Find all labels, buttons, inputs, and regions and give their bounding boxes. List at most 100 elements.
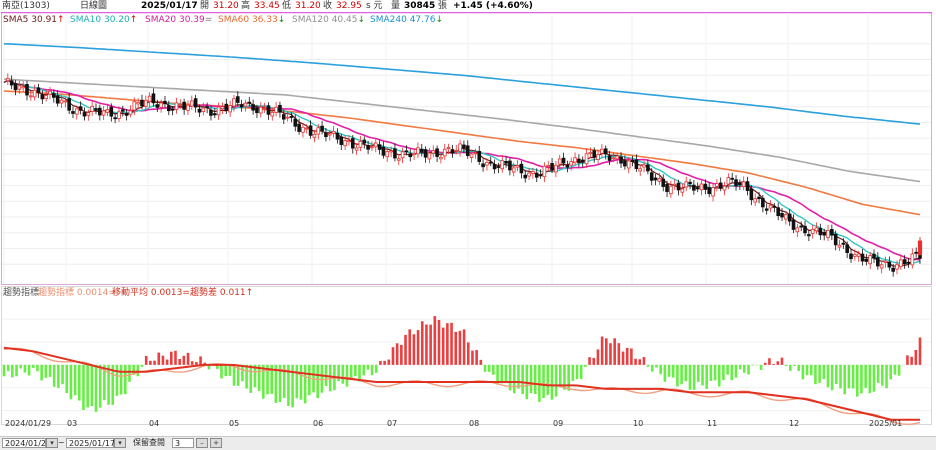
candle-body xyxy=(302,127,305,132)
zoom-out-button[interactable]: – xyxy=(196,438,208,448)
histogram-bar xyxy=(722,365,725,380)
histogram-bar xyxy=(442,328,445,365)
candle-body xyxy=(221,107,224,109)
histogram-bar xyxy=(36,365,39,371)
histogram-bar xyxy=(492,365,495,375)
candle-body xyxy=(137,102,140,104)
candle-body xyxy=(712,188,715,196)
candle-body xyxy=(194,99,197,107)
candle-body xyxy=(669,186,672,194)
histogram-bar xyxy=(802,365,805,379)
candle-body xyxy=(190,101,193,106)
legend-sma5: SMA5 30.91↑ xyxy=(3,15,65,25)
candle-body xyxy=(673,184,676,185)
candle-body xyxy=(282,115,285,120)
candle-body xyxy=(708,188,711,194)
x-axis-label: 08 xyxy=(469,419,479,427)
candle-body xyxy=(501,161,504,169)
histogram-bar xyxy=(730,365,733,380)
candle-body xyxy=(788,214,791,221)
candle-body xyxy=(731,178,734,179)
candle-body xyxy=(792,220,795,230)
histogram-bar xyxy=(304,365,307,404)
histogram-bar xyxy=(910,357,913,365)
start-date-field[interactable]: 2024/01/29 xyxy=(2,438,46,448)
histogram-bar xyxy=(530,365,533,393)
histogram-bar xyxy=(534,365,537,394)
candle-body xyxy=(880,265,883,268)
candle-body xyxy=(98,108,101,115)
candle-body xyxy=(45,96,48,99)
histogram-bar xyxy=(262,365,265,399)
indicator-legend: 趨勢指標 趨勢指標 0.0014= 移動平均 0.0013= 趨勢差 0.011… xyxy=(3,286,253,298)
histogram-bar xyxy=(153,361,156,365)
candle-body xyxy=(819,228,822,234)
candle-body xyxy=(554,165,557,172)
x-axis-label: 03 xyxy=(67,419,77,427)
histogram-bar xyxy=(191,361,194,365)
start-date-dropdown-button[interactable]: ▾ xyxy=(46,438,58,448)
candle-body xyxy=(198,109,201,112)
candle-body xyxy=(758,197,761,198)
candle-body xyxy=(535,173,538,177)
end-date-field[interactable]: 2025/01/17 xyxy=(66,438,114,448)
candle-body xyxy=(876,258,879,266)
histogram-bar xyxy=(797,365,800,371)
candle-body xyxy=(585,154,588,164)
low-value: 31.20 xyxy=(295,0,321,12)
candle-body xyxy=(382,147,385,155)
candle-body xyxy=(861,254,864,261)
histogram-bar xyxy=(877,365,880,383)
candle-body xyxy=(677,183,680,190)
histogram-bar xyxy=(772,364,775,365)
candle-body xyxy=(892,268,895,271)
high-label: 高 xyxy=(241,0,250,12)
histogram-bar xyxy=(781,358,784,365)
volume-unit: 張 xyxy=(438,0,447,12)
candle-body xyxy=(719,183,722,188)
candle-body xyxy=(267,106,270,115)
histogram-bar xyxy=(488,365,491,372)
candle-body xyxy=(681,189,684,192)
x-axis-label: 2025/01 xyxy=(869,419,902,427)
candle-body xyxy=(355,148,358,150)
histogram-bar xyxy=(199,356,202,364)
histogram-bar xyxy=(915,350,918,365)
candle-body xyxy=(313,134,316,137)
histogram-bar xyxy=(630,348,633,364)
histogram-bar xyxy=(425,324,428,364)
candle-body xyxy=(440,157,443,159)
histogram-bar xyxy=(651,365,654,372)
candle-body xyxy=(639,169,642,171)
stock-name: 南亞(1303) xyxy=(2,0,50,12)
candle-body xyxy=(336,133,339,139)
candle-body xyxy=(443,149,446,156)
legend-sma10: SMA10 30.20↑ xyxy=(70,15,137,25)
candle-body xyxy=(378,145,381,150)
end-date-dropdown-button[interactable]: ▾ xyxy=(114,438,126,448)
histogram-bar xyxy=(375,365,378,373)
chart-period: 日線圖 xyxy=(80,0,107,12)
histogram-bar xyxy=(710,365,713,381)
histogram-bar xyxy=(438,320,441,365)
candle-body xyxy=(865,259,868,261)
candle-body xyxy=(187,105,190,110)
histogram-bar xyxy=(597,349,600,364)
zoom-in-button[interactable]: + xyxy=(210,438,222,448)
open-value: 31.20 xyxy=(213,0,239,12)
histogram-bar xyxy=(668,365,671,377)
x-axis-label: 07 xyxy=(387,419,397,427)
histogram-bar xyxy=(429,325,432,365)
keep-value-field[interactable]: 3 xyxy=(172,438,194,448)
candle-body xyxy=(56,96,59,103)
stock-chart[interactable]: SMA5 30.91↑ SMA10 30.20↑ SMA20 30.39= SM… xyxy=(0,12,933,427)
candle-body xyxy=(520,164,523,173)
indicator-line2: 移動平均 0.0013= xyxy=(112,286,190,298)
histogram-bar xyxy=(174,351,177,365)
candle-body xyxy=(466,146,469,156)
histogram-bar xyxy=(45,365,48,378)
histogram-bar xyxy=(371,365,374,375)
candle-body xyxy=(815,228,818,231)
candle-body xyxy=(37,88,40,93)
histogram-bar xyxy=(609,343,612,365)
